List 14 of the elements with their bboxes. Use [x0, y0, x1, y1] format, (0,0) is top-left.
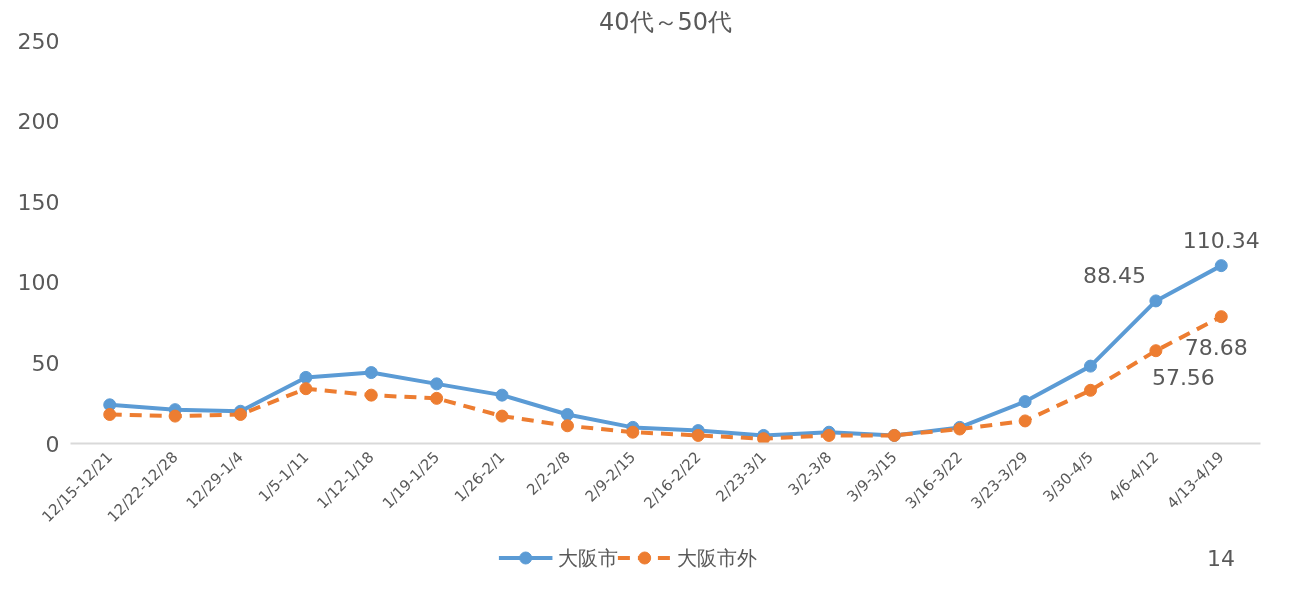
legend-label: 大阪市 [558, 546, 619, 570]
data-label: 110.34 [1182, 227, 1260, 253]
y-tick-label: 100 [17, 270, 60, 296]
y-tick-label: 150 [17, 189, 60, 215]
y-tick-label: 250 [17, 28, 60, 54]
y-tick-label: 50 [31, 350, 60, 376]
legend-label: 大阪市外 [677, 546, 758, 570]
text: 14 [1206, 546, 1235, 571]
data-label: 78.68 [1184, 334, 1248, 360]
data-label: 88.45 [1082, 262, 1146, 288]
y-tick-label: 200 [17, 109, 60, 135]
data-label: 57.56 [1151, 364, 1215, 390]
chart-title: 40代～50代 [598, 7, 733, 36]
y-tick-label: 0 [45, 431, 60, 457]
